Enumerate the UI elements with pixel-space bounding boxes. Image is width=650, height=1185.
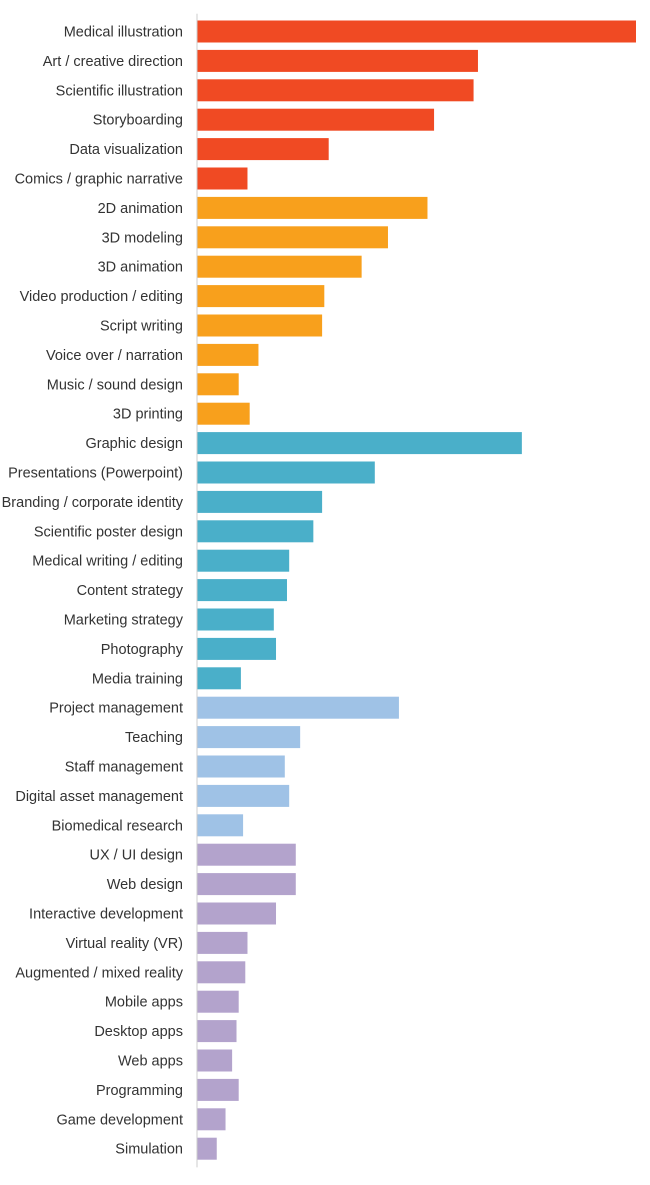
category-label: Video production / editing	[20, 289, 183, 305]
category-label: Web apps	[118, 1054, 183, 1070]
category-label: Digital asset management	[15, 789, 183, 805]
bar	[197, 343, 259, 366]
category-label: Storyboarding	[93, 113, 183, 129]
bar	[197, 961, 246, 984]
bar	[197, 255, 362, 278]
bar	[197, 373, 239, 396]
category-label: Medical illustration	[64, 25, 183, 41]
bar	[197, 1078, 239, 1101]
category-label: Mobile apps	[105, 995, 183, 1011]
category-label: UX / UI design	[90, 848, 184, 864]
bar	[197, 931, 248, 954]
bar	[197, 726, 301, 749]
bar	[197, 196, 428, 219]
bar	[197, 637, 277, 660]
bar	[197, 1020, 237, 1043]
bar	[197, 696, 399, 719]
bar	[197, 814, 244, 837]
bar	[197, 608, 274, 631]
bar	[197, 667, 241, 690]
category-label: Marketing strategy	[64, 613, 184, 629]
category-label: Project management	[49, 701, 183, 717]
category-label: Presentations (Powerpoint)	[8, 466, 183, 482]
category-label: Augmented / mixed reality	[15, 965, 183, 981]
category-label: Graphic design	[85, 436, 183, 452]
category-label: Comics / graphic narrative	[15, 172, 183, 188]
bar	[197, 402, 250, 425]
category-label: Script writing	[100, 319, 183, 335]
category-label: Interactive development	[29, 907, 183, 923]
bar	[197, 226, 388, 249]
bar	[197, 784, 290, 807]
category-label: Branding / corporate identity	[2, 495, 184, 511]
bar	[197, 432, 522, 455]
category-label: Staff management	[65, 760, 183, 776]
bar	[197, 490, 323, 513]
category-label: Media training	[92, 671, 183, 687]
category-label: Data visualization	[69, 142, 183, 158]
category-label: Teaching	[125, 730, 183, 746]
category-label: 3D animation	[98, 260, 183, 276]
category-label: 3D modeling	[102, 230, 183, 246]
bar	[197, 873, 296, 896]
category-label: Desktop apps	[94, 1024, 183, 1040]
bar	[197, 461, 375, 484]
category-label: 2D animation	[98, 201, 183, 217]
category-labels-group: Medical illustration Art / creative direc…	[2, 25, 184, 1158]
bar	[197, 314, 323, 337]
category-label: Programming	[96, 1083, 183, 1099]
bar	[197, 79, 474, 102]
bar	[197, 167, 248, 190]
category-label: Content strategy	[77, 583, 184, 599]
bar	[197, 49, 478, 72]
bar	[197, 1049, 233, 1072]
bar	[197, 20, 636, 43]
bar	[197, 138, 329, 161]
category-label: Art / creative direction	[43, 54, 183, 70]
category-label: Virtual reality (VR)	[66, 936, 183, 952]
category-label: Scientific poster design	[34, 524, 183, 540]
bar	[197, 285, 325, 308]
bar	[197, 520, 314, 543]
bar	[197, 579, 287, 602]
category-label: Web design	[107, 877, 183, 893]
bar	[197, 902, 277, 925]
category-label: Scientific illustration	[56, 83, 183, 99]
category-label: 3D printing	[113, 407, 183, 423]
bar	[197, 843, 296, 866]
category-label: Medical writing / editing	[32, 554, 183, 570]
bar	[197, 990, 239, 1013]
bar	[197, 549, 290, 572]
category-label: Photography	[101, 642, 184, 658]
category-label: Music / sound design	[47, 377, 183, 393]
category-label: Voice over / narration	[46, 348, 183, 364]
bar	[197, 1108, 226, 1131]
bar	[197, 1137, 217, 1160]
category-label: Biomedical research	[52, 818, 183, 834]
bars-group	[197, 20, 636, 1160]
bar	[197, 108, 435, 131]
category-label: Game development	[56, 1112, 183, 1128]
category-label: Simulation	[115, 1142, 183, 1158]
bar	[197, 755, 285, 778]
